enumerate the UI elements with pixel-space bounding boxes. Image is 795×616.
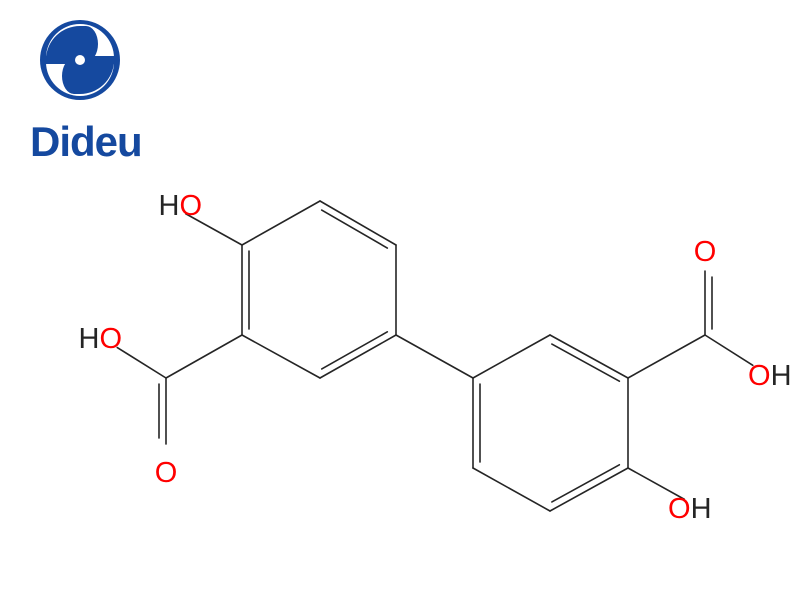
- atom-label: OH: [668, 493, 712, 525]
- atom-label: O: [155, 457, 178, 489]
- atom-label: OH: [748, 360, 792, 392]
- atom-label: O: [694, 236, 717, 268]
- molecule-diagram: HO HO O OH OH O: [0, 0, 795, 616]
- atom-label: HO: [158, 190, 202, 222]
- atom-label: HO: [78, 323, 122, 355]
